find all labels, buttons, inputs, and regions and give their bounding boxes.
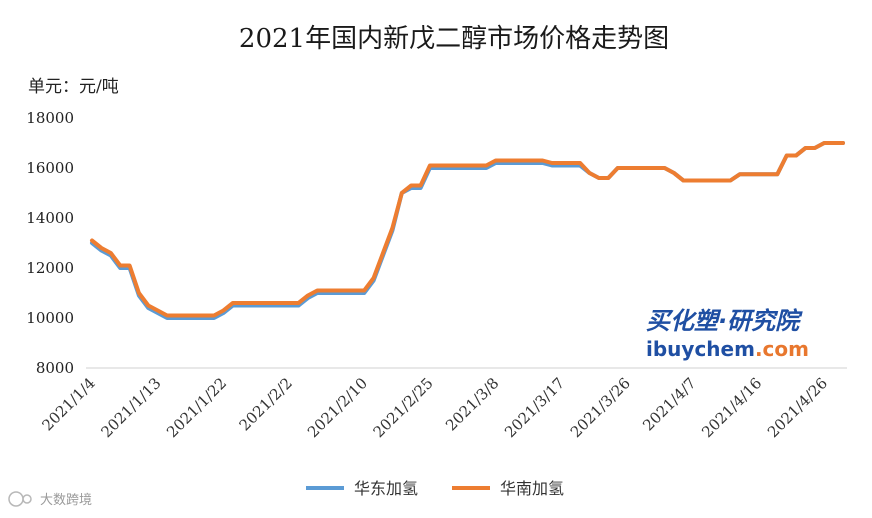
y-tick-label: 8000 <box>36 359 74 377</box>
corner-logo-icon-2 <box>22 494 32 504</box>
x-tick-label: 2021/1/4 <box>38 374 98 434</box>
watermark-brand-url: ibuychem.com <box>646 337 809 361</box>
x-tick-label: 2021/4/26 <box>764 374 831 441</box>
corner-logo-icon <box>8 491 24 507</box>
x-tick-label: 2021/4/7 <box>639 374 699 434</box>
y-tick-label: 10000 <box>26 309 74 327</box>
watermark-url-suffix: .com <box>755 337 809 361</box>
legend: 华东加氢 华南加氢 <box>306 479 564 498</box>
y-tick-label: 14000 <box>26 209 74 227</box>
y-axis-ticks: 8000 10000 12000 14000 16000 18000 <box>26 109 74 377</box>
x-tick-label: 2021/1/22 <box>163 374 230 441</box>
series-line-1 <box>90 141 845 320</box>
y-axis-unit-label: 单元：元/吨 <box>28 77 119 97</box>
series-layer <box>90 141 845 320</box>
x-tick-label: 2021/1/13 <box>97 374 164 441</box>
x-tick-label: 2021/3/8 <box>442 374 502 434</box>
corner-watermark-text: 大数跨境 <box>40 493 92 508</box>
y-tick-label: 16000 <box>26 159 74 177</box>
x-tick-label: 2021/4/16 <box>698 374 765 441</box>
x-tick-label: 2021/3/26 <box>567 374 634 441</box>
series-line-2 <box>90 141 845 318</box>
y-tick-label: 12000 <box>26 259 74 277</box>
watermark: 买化塑·研究院 ibuychem.com <box>646 307 809 361</box>
legend-label-series-2: 华南加氢 <box>500 479 564 498</box>
chart-title: 2021年国内新戊二醇市场价格走势图 <box>239 24 669 54</box>
x-tick-label: 2021/2/25 <box>370 374 437 441</box>
x-tick-label: 2021/2/2 <box>236 374 296 434</box>
watermark-brand-cn: 买化塑·研究院 <box>646 307 803 335</box>
corner-watermark: 大数跨境 <box>8 491 92 508</box>
x-tick-label: 2021/2/10 <box>304 374 371 441</box>
legend-label-series-1: 华东加氢 <box>354 479 418 498</box>
y-tick-label: 18000 <box>26 109 74 127</box>
watermark-url-main: ibuychem <box>646 337 755 361</box>
x-tick-label: 2021/3/17 <box>501 374 568 441</box>
